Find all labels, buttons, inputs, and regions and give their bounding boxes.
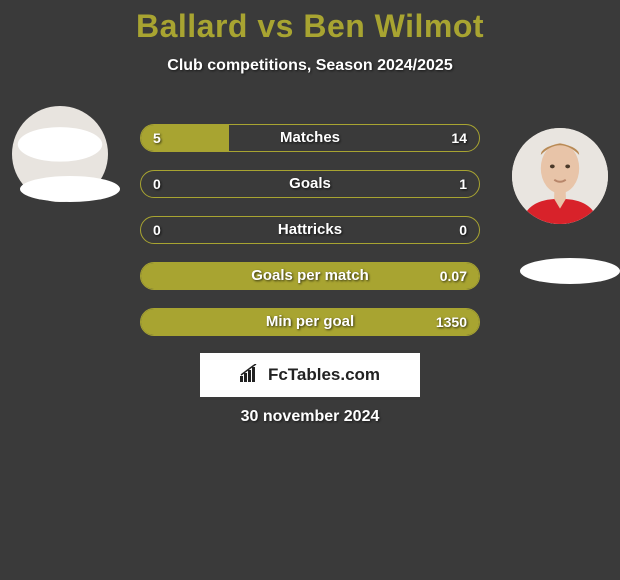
stat-label: Min per goal <box>141 309 479 336</box>
person-icon <box>512 128 608 224</box>
stat-row-goals-per-match: Goals per match 0.07 <box>140 262 480 290</box>
stat-row-goals: 0 Goals 1 <box>140 170 480 198</box>
stat-value-right: 1350 <box>436 309 467 336</box>
stat-row-hattricks: 0 Hattricks 0 <box>140 216 480 244</box>
stat-row-min-per-goal: Min per goal 1350 <box>140 308 480 336</box>
date-label: 30 november 2024 <box>0 408 620 426</box>
stat-label: Hattricks <box>141 217 479 244</box>
page-subtitle: Club competitions, Season 2024/2025 <box>0 57 620 75</box>
stat-value-right: 1 <box>459 171 467 198</box>
page-title: Ballard vs Ben Wilmot <box>0 0 620 45</box>
player-left-name-pill <box>20 176 120 202</box>
stat-value-right: 14 <box>451 125 467 152</box>
stat-label: Matches <box>141 125 479 152</box>
player-right-name-pill <box>520 258 620 284</box>
logo-text: FcTables.com <box>268 365 380 385</box>
stat-row-matches: 5 Matches 14 <box>140 124 480 152</box>
stat-label: Goals per match <box>141 263 479 290</box>
avatar-right <box>512 128 608 224</box>
stat-label: Goals <box>141 171 479 198</box>
source-logo: FcTables.com <box>200 353 420 397</box>
stat-value-right: 0.07 <box>440 263 467 290</box>
stat-value-right: 0 <box>459 217 467 244</box>
stats-container: 5 Matches 14 0 Goals 1 0 Hattricks 0 Goa… <box>140 124 480 354</box>
bar-chart-icon <box>240 364 262 387</box>
